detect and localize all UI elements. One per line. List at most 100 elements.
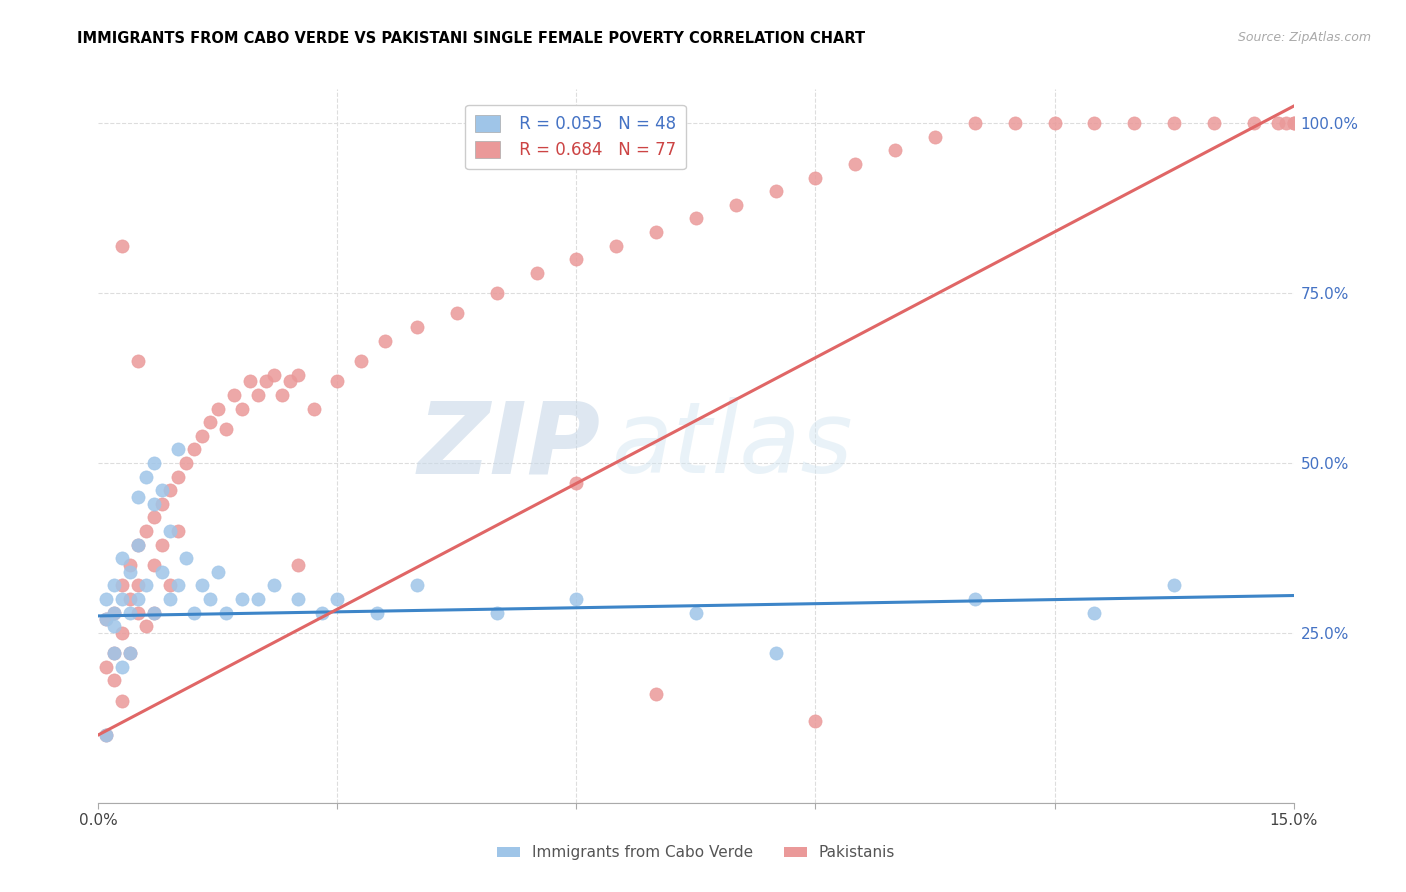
Point [135,469,157,483]
Text: ZIP: ZIP [418,398,600,494]
Point [183,442,205,457]
Point [1267,116,1289,130]
Point [103,646,125,660]
Point [804,170,827,185]
Point [963,116,986,130]
Point [406,320,429,334]
Point [167,442,190,457]
Point [111,626,134,640]
Point [120,591,142,606]
Point [526,266,548,280]
Point [127,537,149,551]
Point [150,497,173,511]
Point [143,606,166,620]
Point [120,646,142,660]
Point [143,456,166,470]
Point [207,565,229,579]
Point [350,354,373,368]
Point [1004,116,1026,130]
Point [191,578,214,592]
Point [844,157,866,171]
Text: Source: ZipAtlas.com: Source: ZipAtlas.com [1237,31,1371,45]
Point [270,388,292,402]
Point [231,401,253,416]
Point [963,591,986,606]
Point [150,483,173,498]
Point [231,591,253,606]
Point [287,558,309,572]
Point [96,591,118,606]
Point [111,591,134,606]
Point [406,578,429,592]
Point [167,578,190,592]
Point [645,687,668,701]
Point [96,660,118,674]
Point [120,646,142,660]
Point [1163,578,1185,592]
Point [1282,116,1305,130]
Point [127,606,149,620]
Point [111,578,134,592]
Point [135,578,157,592]
Point [239,375,262,389]
Point [804,714,827,729]
Point [1274,116,1296,130]
Point [111,551,134,566]
Point [765,184,787,198]
Point [167,469,190,483]
Point [198,591,221,606]
Point [135,619,157,633]
Point [143,606,166,620]
Point [127,490,149,504]
Point [127,578,149,592]
Point [924,129,946,144]
Point [1123,116,1146,130]
Point [111,694,134,708]
Point [1243,116,1265,130]
Text: IMMIGRANTS FROM CABO VERDE VS PAKISTANI SINGLE FEMALE POVERTY CORRELATION CHART: IMMIGRANTS FROM CABO VERDE VS PAKISTANI … [77,31,866,46]
Point [765,646,787,660]
Point [111,238,134,252]
Point [1043,116,1066,130]
Point [127,591,149,606]
Point [143,497,166,511]
Point [96,728,118,742]
Point [446,306,468,320]
Point [302,401,325,416]
Point [159,483,181,498]
Point [222,388,245,402]
Point [135,524,157,538]
Point [120,606,142,620]
Point [1282,116,1305,130]
Point [685,606,707,620]
Point [311,606,333,620]
Point [215,422,238,436]
Point [159,524,181,538]
Point [103,619,125,633]
Point [645,225,668,239]
Point [174,456,197,470]
Point [1163,116,1185,130]
Point [366,606,388,620]
Point [278,375,301,389]
Point [724,198,747,212]
Point [96,612,118,626]
Point [159,578,181,592]
Point [1202,116,1225,130]
Point [198,415,221,429]
Point [215,606,238,620]
Point [884,144,907,158]
Point [120,558,142,572]
Point [127,354,149,368]
Point [103,578,125,592]
Point [263,368,285,382]
Point [685,211,707,226]
Point [246,388,269,402]
Point [111,660,134,674]
Point [120,565,142,579]
Point [150,537,173,551]
Point [326,375,349,389]
Point [207,401,229,416]
Point [96,728,118,742]
Point [103,606,125,620]
